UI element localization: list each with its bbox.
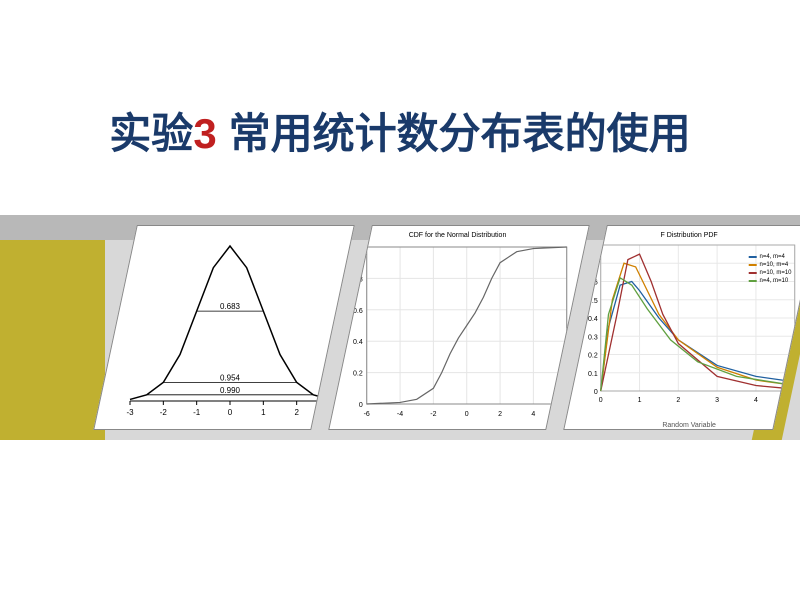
cdf-title: CDF for the Normal Distribution (339, 232, 577, 239)
legend-item: n=10, m=4 (748, 262, 791, 268)
legend-item: n=4, m=10 (748, 278, 791, 284)
title-prefix: 实验 (109, 110, 193, 157)
svg-text:0.4: 0.4 (588, 316, 598, 323)
svg-text:0: 0 (598, 397, 602, 404)
svg-text:1: 1 (261, 408, 266, 417)
svg-text:0.3: 0.3 (588, 334, 598, 341)
cdf-svg: -6-4-2024600.20.40.60.81 (339, 239, 579, 424)
svg-text:0.954: 0.954 (220, 373, 241, 382)
svg-text:-2: -2 (430, 411, 436, 418)
panel-bell-curve: -3-2-101230.6830.9540.990 (93, 225, 355, 430)
yellow-block-left (0, 240, 105, 440)
svg-text:3: 3 (715, 397, 719, 404)
svg-text:-2: -2 (160, 408, 168, 417)
panel-cdf: CDF for the Normal Distribution -6 -4 -2 0 2… (328, 225, 590, 430)
svg-text:0: 0 (593, 389, 597, 396)
slide-title: 实验3 常用统计数分布表的使用 (0, 100, 800, 161)
fdist-title: F Distribution PDF (574, 232, 800, 239)
svg-text:0.6: 0.6 (353, 308, 363, 315)
title-rest: 常用统计数分布表的使用 (229, 110, 691, 157)
svg-text:0.2: 0.2 (353, 371, 363, 378)
svg-text:0.2: 0.2 (588, 353, 598, 360)
svg-text:0.1: 0.1 (588, 371, 598, 378)
svg-text:0.683: 0.683 (220, 302, 241, 311)
svg-text:4: 4 (754, 397, 758, 404)
svg-text:-4: -4 (397, 411, 403, 418)
svg-text:0: 0 (228, 408, 233, 417)
bell-curve-svg: -3-2-101230.6830.9540.990 (105, 226, 345, 430)
title-number: 3 (193, 110, 216, 157)
fdist-xlabel: Random Variable (574, 422, 800, 429)
svg-text:2: 2 (295, 408, 300, 417)
legend-item: n=4, m=4 (748, 254, 791, 260)
svg-text:-3: -3 (127, 408, 135, 417)
svg-text:1: 1 (637, 397, 641, 404)
svg-text:4: 4 (532, 411, 536, 418)
fdist-legend: n=4, m=4 n=10, m=4 n=10, m=10 n=4, m=10 (748, 254, 791, 286)
svg-text:0: 0 (465, 411, 469, 418)
svg-text:2: 2 (676, 397, 680, 404)
svg-text:-1: -1 (193, 408, 201, 417)
legend-item: n=10, m=10 (748, 270, 791, 276)
svg-text:0: 0 (359, 402, 363, 409)
svg-text:-6: -6 (364, 411, 370, 418)
svg-text:0.990: 0.990 (220, 386, 241, 395)
svg-text:0.4: 0.4 (353, 339, 363, 346)
svg-text:2: 2 (498, 411, 502, 418)
image-bar: -3 -2 -1 0 1 2 3 0.683 0.954 0.990 CDF for the No… (0, 215, 800, 445)
